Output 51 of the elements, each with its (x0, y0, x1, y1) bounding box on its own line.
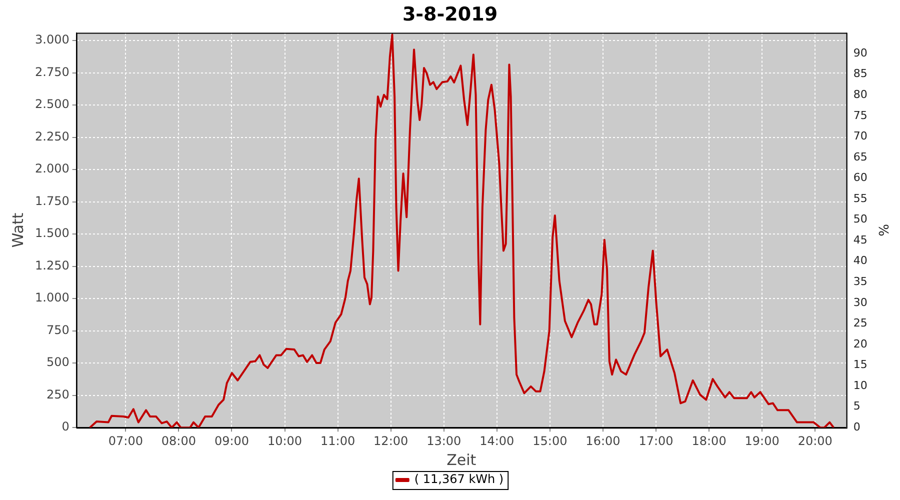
y-tick-label: 2.750 (34, 64, 70, 79)
legend-label: ( 11,367 kWh ) (414, 472, 504, 486)
y2-tick-label: 10 (853, 378, 868, 392)
y2-tick-label: 85 (853, 67, 868, 80)
x-tick-label: 07:00 (108, 434, 143, 448)
x-tick-label: 19:00 (744, 434, 780, 448)
y2-tick-label: 20 (853, 337, 868, 350)
y2-tick-label: 65 (853, 150, 868, 164)
y-tick-label: 2.250 (34, 129, 70, 144)
x-axis-title: Zeit (446, 450, 476, 469)
y-tick-label: 2.500 (34, 97, 70, 112)
y2-tick-label: 40 (853, 254, 868, 268)
x-tick-label: 13:00 (426, 434, 462, 448)
y2-tick-label: 25 (853, 316, 868, 330)
x-tick-label: 11:00 (320, 434, 356, 448)
x-tick-label: 08:00 (161, 434, 196, 448)
y2-tick-label: 55 (853, 192, 868, 205)
x-tick-label: 14:00 (480, 434, 514, 448)
x-tick-label: 12:00 (374, 434, 408, 448)
y2-tick-label: 70 (853, 130, 868, 143)
x-tick-label: 16:00 (586, 434, 620, 448)
y2-tick-label: 90 (853, 46, 868, 60)
y-tick-label: 750 (46, 322, 70, 337)
y-tick-label: 250 (46, 387, 70, 402)
y2-tick-label: 50 (853, 212, 868, 226)
y2-axis-title: % (874, 224, 890, 236)
y-tick-label: 500 (46, 355, 70, 370)
y2-tick-label: 80 (853, 88, 868, 101)
x-tick-label: 09:00 (214, 434, 250, 448)
y-tick-label: 0 (62, 420, 70, 434)
x-tick-label: 10:00 (267, 434, 302, 448)
y-tick-label: 1.500 (34, 226, 70, 240)
x-tick-label: 20:00 (798, 434, 832, 448)
y2-tick-label: 35 (853, 275, 868, 288)
y2-tick-label: 75 (853, 108, 868, 122)
y2-tick-label: 0 (853, 420, 860, 434)
y-tick-label: 3.000 (34, 32, 70, 47)
y-tick-label: 1.000 (34, 290, 70, 305)
chart-title: 3-8-2019 (402, 3, 498, 26)
y-tick-label: 1.250 (34, 258, 70, 272)
x-tick-label: 15:00 (532, 434, 568, 448)
y2-tick-label: 15 (853, 358, 868, 372)
x-tick-label: 17:00 (638, 434, 674, 448)
y2-tick-label: 5 (853, 400, 860, 413)
y2-tick-label: 60 (853, 171, 868, 184)
y-tick-label: 1.750 (34, 194, 70, 208)
y2-tick-label: 45 (853, 233, 868, 246)
x-tick-label: 18:00 (692, 434, 726, 448)
y-axis-title: Watt (8, 212, 27, 248)
y-tick-label: 2.000 (34, 162, 70, 176)
y2-tick-label: 30 (853, 296, 868, 309)
